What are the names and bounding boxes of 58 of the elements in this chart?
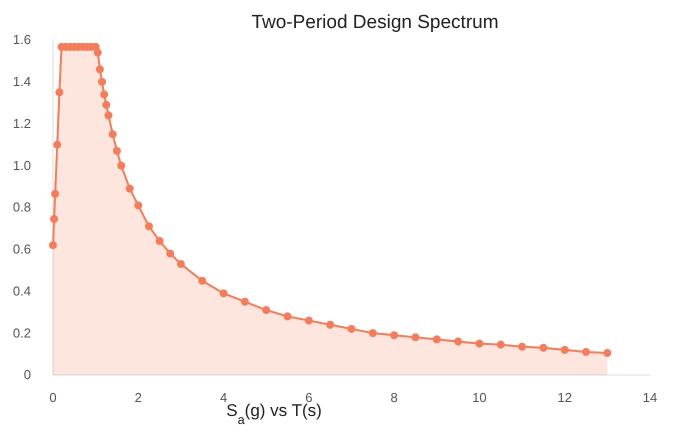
- point: [454, 338, 462, 346]
- y-tick-label: 0.6: [12, 242, 31, 257]
- point: [104, 111, 112, 120]
- point: [560, 346, 569, 354]
- point: [496, 340, 505, 349]
- point: [126, 184, 134, 193]
- x-tick-label: 2: [134, 390, 142, 406]
- point: [284, 312, 292, 320]
- point: [166, 250, 174, 258]
- point: [117, 162, 126, 170]
- point: [49, 241, 57, 250]
- point: [262, 306, 270, 314]
- point: [94, 48, 102, 57]
- point: [134, 201, 142, 210]
- point: [50, 215, 58, 223]
- point: [390, 331, 398, 340]
- point: [100, 90, 108, 98]
- y-tick-label: 0.4: [12, 283, 31, 298]
- point: [411, 333, 420, 342]
- point: [348, 324, 356, 333]
- point: [304, 316, 313, 325]
- point: [198, 276, 206, 285]
- x-tick-label: 8: [390, 390, 398, 406]
- chart-title: Two-Period Design Spectrum: [251, 12, 499, 33]
- point: [432, 335, 441, 344]
- point: [240, 298, 249, 306]
- y-tick-label: 1.4: [12, 74, 31, 90]
- x-tick-label: 12: [557, 390, 572, 406]
- point: [603, 349, 612, 357]
- point: [539, 344, 548, 352]
- point: [102, 100, 110, 109]
- x-tick-label: 14: [642, 390, 658, 406]
- point: [51, 190, 60, 198]
- point: [96, 65, 104, 74]
- point: [582, 348, 590, 356]
- x-tick-label: 10: [472, 390, 487, 406]
- point: [475, 340, 484, 348]
- point: [326, 320, 334, 329]
- y-tick-label: 1.6: [12, 32, 31, 48]
- point: [144, 222, 153, 230]
- point: [156, 237, 164, 245]
- point: [176, 260, 185, 268]
- y-tick-label: 1.0: [12, 158, 31, 173]
- x-axis-title: S$_{a}$(g) vs T(s): [226, 401, 322, 426]
- point: [368, 329, 377, 338]
- point: [53, 140, 62, 149]
- y-tick-label: 0.2: [12, 325, 31, 340]
- y-tick-label: 0.8: [12, 200, 31, 215]
- point: [108, 130, 117, 138]
- y-tick-label: 1.2: [12, 116, 31, 131]
- y-tick-label: 0: [24, 367, 31, 382]
- point: [112, 146, 121, 155]
- point: [55, 88, 64, 96]
- point: [518, 342, 526, 351]
- point: [98, 78, 106, 86]
- x-tick-label: 0: [49, 390, 57, 406]
- point: [220, 289, 228, 298]
- x-tick-label: 4: [220, 390, 228, 406]
